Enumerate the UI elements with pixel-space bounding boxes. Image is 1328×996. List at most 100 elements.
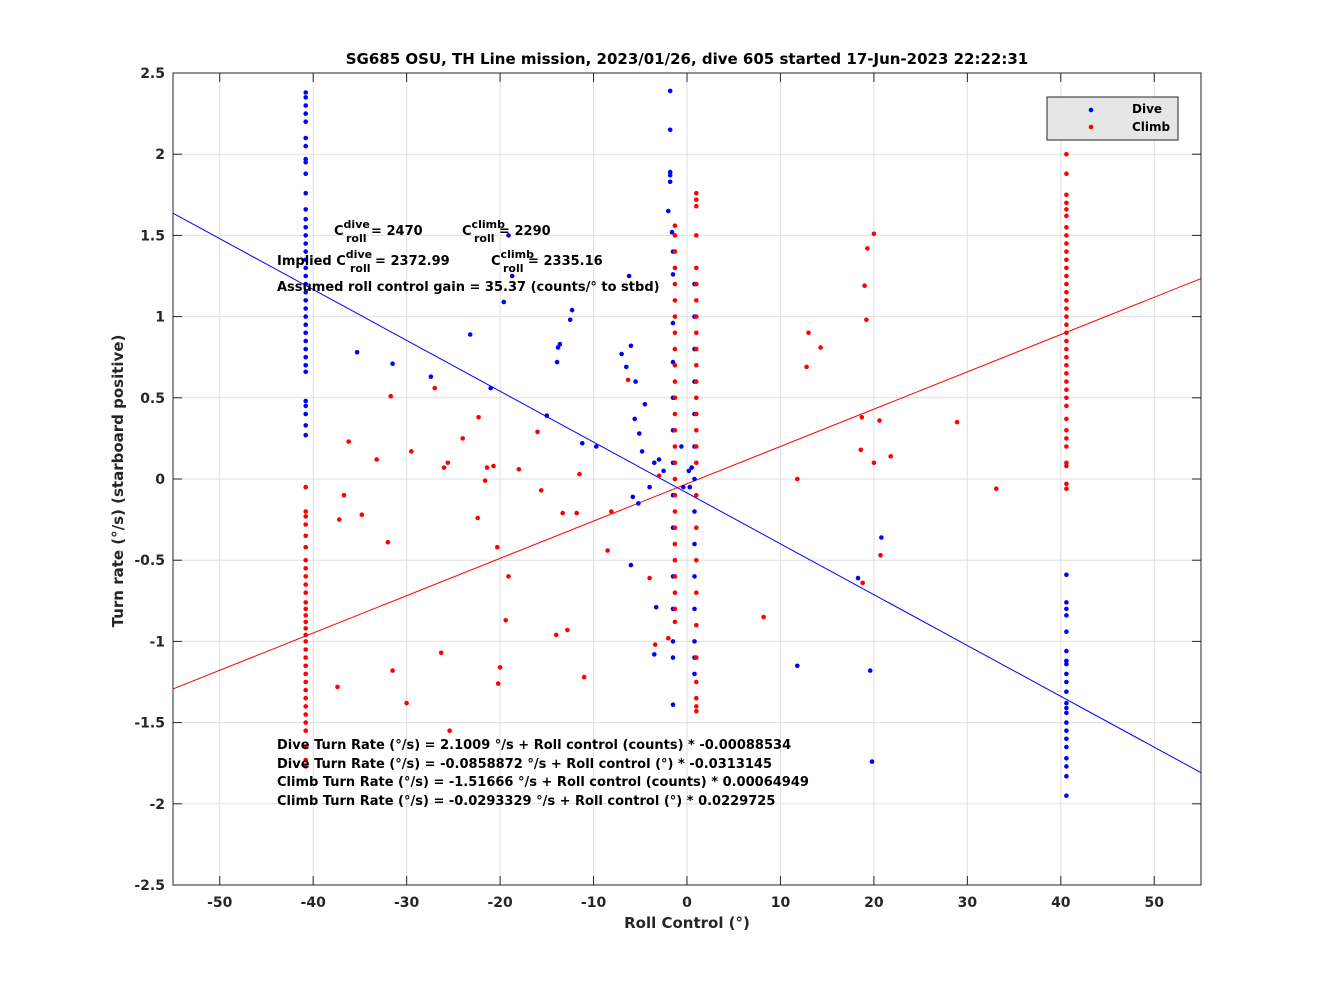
dive-point: [667, 173, 673, 178]
climb-point: [694, 314, 699, 319]
dive-point: [1064, 710, 1069, 716]
dive-point: [679, 444, 684, 449]
climb-point: [491, 463, 496, 469]
dive-point: [303, 241, 309, 246]
climb-point: [694, 492, 699, 498]
climb-point: [303, 695, 309, 701]
climb-point: [1064, 395, 1069, 401]
dive-point: [686, 468, 692, 474]
dive-point: [628, 343, 634, 349]
dive-point: [303, 160, 309, 165]
climb-point: [1064, 403, 1069, 409]
climb-point: [303, 600, 309, 605]
climb-point: [1064, 379, 1069, 384]
climb-point: [303, 687, 309, 693]
dive-point: [687, 484, 693, 490]
dive-point: [1064, 661, 1069, 667]
climb-point: [385, 540, 391, 545]
climb-point: [346, 439, 352, 444]
dive-point: [303, 423, 309, 428]
dive-point: [303, 119, 309, 124]
climb-point: [303, 619, 309, 625]
climb-point: [694, 695, 699, 701]
dive-point: [667, 169, 673, 175]
climb-point: [1064, 298, 1069, 303]
c-dive-superscript: dive: [344, 218, 370, 231]
climb-point: [865, 246, 870, 251]
climb-point: [388, 393, 394, 399]
dive-point: [626, 273, 632, 279]
dive-point: [303, 257, 309, 263]
dive-point: [642, 402, 648, 407]
climb-point: [581, 674, 587, 680]
climb-point: [672, 223, 678, 228]
dive-point: [628, 562, 634, 568]
climb-point: [871, 231, 877, 237]
climb-point: [1064, 330, 1069, 336]
y-tick-label: -1: [149, 634, 165, 650]
climb-point: [303, 613, 309, 618]
dive-point: [303, 346, 309, 352]
dive-fit-line: [172, 212, 1202, 774]
climb-point: [694, 590, 699, 595]
dive-point: [467, 332, 473, 337]
data-points: [303, 88, 1069, 798]
dive-point: [557, 341, 563, 347]
dive-point: [692, 574, 697, 579]
climb-point: [484, 465, 490, 470]
dive-degrees-equation: Dive Turn Rate (°/s) = -0.0858872 °/s + …: [277, 757, 772, 772]
climb-point: [303, 757, 309, 763]
climb-point: [804, 364, 809, 370]
roll-gain-text: Assumed roll control gain = 35.37 (count…: [277, 280, 660, 295]
climb-point: [672, 590, 678, 595]
dive-point: [647, 484, 652, 490]
dive-point: [639, 449, 645, 454]
climb-point: [1064, 200, 1069, 206]
y-tick-label: -2.5: [134, 878, 165, 894]
climb-point: [694, 346, 699, 352]
dive-point: [1064, 773, 1069, 779]
dive-point: [303, 298, 309, 303]
dive-series: [303, 88, 1069, 798]
dive-point: [303, 354, 309, 360]
x-tick-label: 50: [1145, 895, 1165, 911]
dive-point: [1064, 613, 1069, 618]
climb-point: [303, 606, 309, 612]
dive-point: [303, 190, 309, 196]
climb-point: [694, 708, 699, 714]
x-tick-label: -10: [581, 895, 607, 911]
dive-point: [636, 501, 641, 506]
dive-point: [1064, 756, 1069, 761]
climb-point: [1064, 387, 1069, 393]
dive-point: [488, 385, 494, 391]
climb-point: [818, 345, 823, 350]
legend-climb-label: Climb: [1132, 120, 1171, 134]
dive-point: [692, 639, 697, 644]
climb-point: [438, 650, 444, 656]
dive-point: [619, 351, 624, 357]
implied-prefix: Implied C: [277, 254, 346, 269]
x-tick-label: 10: [771, 895, 791, 911]
climb-point: [441, 465, 447, 470]
climb-point: [565, 627, 570, 633]
climb-point: [652, 642, 658, 647]
dive-point: [633, 379, 638, 384]
dive-point: [1064, 736, 1069, 742]
climb-point: [577, 471, 582, 477]
climb-fit-line: [172, 278, 1202, 690]
climb-degrees-equation: Climb Turn Rate (°/s) = -0.0293329 °/s +…: [277, 794, 775, 809]
y-tick-label: -0.5: [134, 553, 165, 569]
climb-point: [1064, 363, 1069, 368]
dive-point: [303, 273, 309, 279]
dive-point: [667, 127, 673, 133]
dive-point: [867, 668, 873, 673]
climb-point: [672, 395, 678, 401]
climb-point: [1064, 481, 1069, 487]
climb-point: [303, 764, 309, 769]
climb-point: [672, 444, 678, 449]
climb-point: [506, 574, 511, 579]
climb-point: [495, 681, 501, 686]
c-climb-subscript: roll: [474, 232, 495, 245]
dive-point: [390, 361, 395, 367]
implied-climb-subscript: roll: [503, 262, 524, 275]
